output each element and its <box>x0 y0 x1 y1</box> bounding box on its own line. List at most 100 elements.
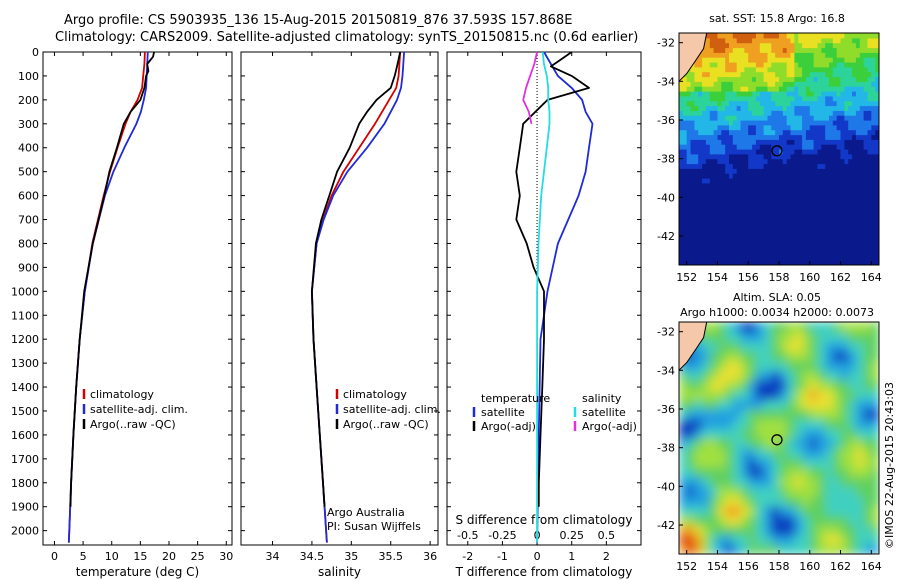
sst-map-cell <box>790 91 795 97</box>
sst-map-cell <box>855 250 861 256</box>
sla-map-cell <box>863 360 872 371</box>
sst-map-cell <box>813 110 818 116</box>
sst-map-cell <box>825 211 830 218</box>
sst-map-cell <box>859 182 865 189</box>
sst-map-cell <box>836 129 842 136</box>
sla-map-cell <box>840 457 849 468</box>
sst-map-cell <box>702 57 707 63</box>
sst-map-cell <box>752 236 757 242</box>
sst-map-cell <box>713 153 718 160</box>
sst-map-cell <box>790 76 795 82</box>
sst-map-cell <box>848 71 853 78</box>
sla-map-cell <box>840 322 849 333</box>
sst-map-cell <box>798 52 803 58</box>
sst-map-cell <box>809 52 815 58</box>
sst-map-cell <box>859 124 865 131</box>
sst-map-cell <box>779 240 784 247</box>
sst-map-cell <box>805 207 811 213</box>
sst-map-cell <box>725 178 730 184</box>
sst-map-cell <box>867 163 872 169</box>
sst-map-cell <box>682 158 688 165</box>
sst-map-cell <box>840 110 845 116</box>
sst-map-cell <box>786 144 792 150</box>
sst-map-cell <box>829 129 834 136</box>
sst-map-cell <box>686 182 692 189</box>
sst-map-cell <box>786 139 792 145</box>
sst-map-cell <box>867 207 872 213</box>
sla-map-cell <box>702 370 711 381</box>
sst-map-cell <box>748 139 753 145</box>
sla-map-cell <box>871 370 879 381</box>
sst-map-cell <box>717 124 722 131</box>
sst-map-cell <box>759 66 765 73</box>
sst-map-cell <box>763 163 768 169</box>
sla-map-cell <box>779 322 788 333</box>
sst-map-cell <box>694 226 699 232</box>
sst-map-cell <box>790 95 795 102</box>
sla-map-cell <box>786 351 795 362</box>
sst-map-cell <box>729 124 734 131</box>
sst-map-cell <box>690 100 695 107</box>
sst-map-cell <box>782 86 788 92</box>
sst-map-cell <box>694 236 699 242</box>
sst-map-cell <box>817 149 822 155</box>
sst-map-cell <box>775 168 780 174</box>
sla-map-cell <box>709 399 719 410</box>
salinity-xtick-label: 34.5 <box>300 550 325 563</box>
sst-map-cell <box>694 211 699 218</box>
sst-map-cell <box>698 240 703 247</box>
sst-map-cell <box>786 110 792 116</box>
sst-map-cell <box>840 47 845 53</box>
sst-map-cell <box>694 124 699 131</box>
sst-map-cell <box>852 120 857 126</box>
sst-map-cell <box>755 52 761 58</box>
sst-map-cell <box>763 120 768 126</box>
sla-map-cell <box>817 457 826 468</box>
sst-map-cell <box>794 81 799 87</box>
sla-map-cell <box>679 409 688 420</box>
sst-map-cell <box>852 226 857 232</box>
sst-map-cell <box>744 173 749 179</box>
sst-map-cell <box>721 33 726 39</box>
sst-map-cell <box>863 144 868 150</box>
sst-map-cell <box>813 182 818 189</box>
sst-map-cell <box>825 66 830 73</box>
sla-map-cell <box>817 409 826 420</box>
sla-map-cell <box>732 399 742 410</box>
sst-map-cell <box>848 197 853 203</box>
sst-map-cell <box>763 250 768 256</box>
sst-map-cell <box>840 226 845 232</box>
sst-map-cell <box>721 168 726 174</box>
sla-map-cell <box>855 467 865 478</box>
sst-map-cell <box>859 255 865 261</box>
sst-map-cell <box>852 178 857 184</box>
sst-map-cell <box>713 158 718 165</box>
sst-map-cell <box>786 250 792 256</box>
sla-map-cell <box>702 399 711 410</box>
sst-map-cell <box>805 57 811 63</box>
sst-map-cell <box>809 226 815 232</box>
sst-map-cell <box>702 163 707 169</box>
sst-map-cell <box>794 149 799 155</box>
sst-map-cell <box>709 202 715 208</box>
sst-map-cell <box>698 153 703 160</box>
sst-map-cell <box>736 66 742 73</box>
sst-map-cell <box>829 86 834 92</box>
sst-map-cell <box>740 115 745 121</box>
sst-map-cell <box>855 76 861 82</box>
differences-series-T-argoadj <box>515 51 590 507</box>
sst-map-cell <box>709 182 715 189</box>
sst-map-cell <box>744 71 749 78</box>
temperature-ytick-label: 300 <box>18 118 39 131</box>
sst-map-cell <box>702 100 707 107</box>
sst-map-cell <box>852 91 857 97</box>
sst-map-cell <box>709 33 715 39</box>
sst-map-cell <box>848 66 853 73</box>
sst-map-cell <box>802 149 807 155</box>
sst-map-cell <box>713 187 718 194</box>
temperature-series-satelliteadjclim <box>67 51 149 543</box>
sst-map-cell <box>844 91 849 97</box>
sla-map-cell <box>717 322 726 333</box>
sst-map-cell <box>705 115 711 121</box>
sst-map-cell <box>748 178 753 184</box>
